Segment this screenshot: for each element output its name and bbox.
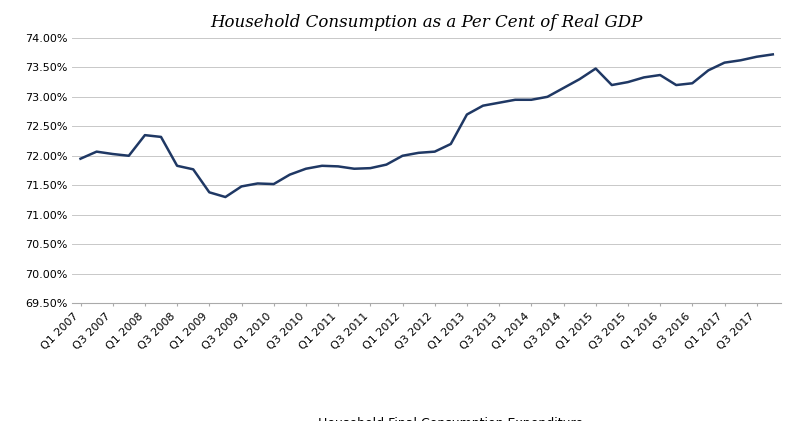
Household Final Consumption Expenditure [382, 162, 391, 167]
Household Final Consumption Expenditure [639, 75, 649, 80]
Household Final Consumption Expenditure [156, 134, 166, 139]
Household Final Consumption Expenditure [140, 133, 150, 138]
Household Final Consumption Expenditure [720, 60, 729, 65]
Household Final Consumption Expenditure [221, 195, 230, 200]
Household Final Consumption Expenditure [752, 54, 762, 59]
Household Final Consumption Expenditure [510, 97, 520, 102]
Household Final Consumption Expenditure [704, 68, 713, 73]
Household Final Consumption Expenditure [172, 163, 182, 168]
Household Final Consumption Expenditure [398, 153, 407, 158]
Household Final Consumption Expenditure [269, 181, 279, 187]
Household Final Consumption Expenditure [607, 83, 617, 88]
Household Final Consumption Expenditure [253, 181, 262, 186]
Household Final Consumption Expenditure [655, 72, 665, 77]
Household Final Consumption Expenditure [768, 52, 778, 57]
Household Final Consumption Expenditure [494, 100, 504, 105]
Household Final Consumption Expenditure [285, 172, 295, 177]
Household Final Consumption Expenditure [671, 83, 681, 88]
Household Final Consumption Expenditure [237, 184, 246, 189]
Household Final Consumption Expenditure [559, 85, 568, 91]
Line: Household Final Consumption Expenditure: Household Final Consumption Expenditure [80, 54, 773, 197]
Household Final Consumption Expenditure [108, 152, 118, 157]
Household Final Consumption Expenditure [317, 163, 327, 168]
Household Final Consumption Expenditure [301, 166, 311, 171]
Household Final Consumption Expenditure [365, 165, 375, 171]
Legend: Household Final Consumption Expenditure: Household Final Consumption Expenditure [266, 412, 588, 421]
Household Final Consumption Expenditure [623, 80, 633, 85]
Household Final Consumption Expenditure [543, 94, 552, 99]
Household Final Consumption Expenditure [687, 81, 697, 86]
Household Final Consumption Expenditure [526, 97, 536, 102]
Household Final Consumption Expenditure [446, 141, 456, 147]
Household Final Consumption Expenditure [124, 153, 134, 158]
Household Final Consumption Expenditure [591, 66, 601, 71]
Household Final Consumption Expenditure [76, 156, 85, 161]
Household Final Consumption Expenditure [188, 167, 198, 172]
Household Final Consumption Expenditure [575, 77, 584, 82]
Household Final Consumption Expenditure [430, 149, 440, 154]
Household Final Consumption Expenditure [478, 103, 488, 108]
Household Final Consumption Expenditure [462, 112, 472, 117]
Household Final Consumption Expenditure [204, 190, 214, 195]
Household Final Consumption Expenditure [92, 149, 101, 154]
Household Final Consumption Expenditure [736, 58, 745, 63]
Household Final Consumption Expenditure [349, 166, 359, 171]
Title: Household Consumption as a Per Cent of Real GDP: Household Consumption as a Per Cent of R… [211, 14, 642, 31]
Household Final Consumption Expenditure [414, 150, 423, 155]
Household Final Consumption Expenditure [333, 164, 343, 169]
